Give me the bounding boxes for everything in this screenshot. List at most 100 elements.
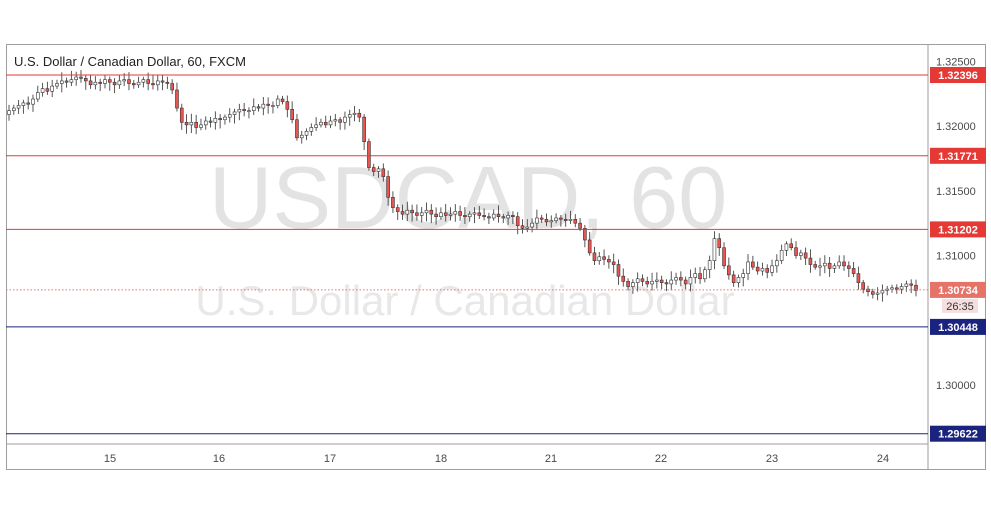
candle-body bbox=[587, 239, 592, 254]
support-level-tag bbox=[930, 318, 986, 335]
x-tick-label: 15 bbox=[104, 453, 116, 465]
candle-body bbox=[583, 228, 587, 241]
candle-body bbox=[515, 216, 520, 227]
candle-body bbox=[160, 80, 165, 83]
candle-body bbox=[170, 83, 174, 91]
candle-body bbox=[352, 112, 357, 115]
candle-body bbox=[899, 286, 904, 290]
resistance-level-tag bbox=[930, 147, 986, 164]
candle-body bbox=[424, 209, 429, 214]
candle-body bbox=[12, 107, 16, 111]
candle-body bbox=[530, 222, 534, 228]
candle-body bbox=[578, 222, 582, 229]
candle-body bbox=[808, 257, 813, 265]
candle-body bbox=[789, 243, 794, 249]
candle-body bbox=[266, 103, 270, 106]
candle-body bbox=[309, 127, 314, 132]
candle-body bbox=[655, 279, 659, 282]
x-tick-label: 24 bbox=[877, 453, 889, 465]
candle-body bbox=[295, 119, 299, 139]
price-axis[interactable]: 1.32500 1.32000 1.31500 1.31000 1.30000 bbox=[936, 57, 976, 392]
candle-body bbox=[107, 79, 112, 83]
candle-body bbox=[155, 80, 160, 86]
candle-body bbox=[184, 122, 189, 126]
candle-body bbox=[31, 98, 35, 105]
chart-frame bbox=[6, 44, 986, 470]
candle-body bbox=[136, 81, 141, 86]
candle-body bbox=[16, 105, 21, 109]
candle-body bbox=[223, 116, 227, 121]
candle-body bbox=[880, 290, 885, 294]
candle-body bbox=[477, 212, 482, 216]
candle-body bbox=[36, 92, 40, 100]
candle-body bbox=[554, 217, 558, 221]
x-tick-label: 23 bbox=[766, 453, 778, 465]
watermark-symbol: USDCAD, 60 bbox=[209, 148, 727, 247]
candle-body bbox=[650, 281, 654, 285]
candle-body bbox=[813, 264, 818, 268]
candle-body bbox=[794, 247, 798, 256]
candle-body bbox=[151, 83, 155, 86]
candle-body bbox=[448, 213, 453, 216]
candle-body bbox=[59, 80, 64, 84]
candle-body bbox=[357, 112, 362, 118]
candle-body bbox=[179, 107, 184, 123]
candle-body bbox=[559, 217, 563, 220]
y-tick-label: 1.31500 bbox=[936, 186, 976, 198]
candle-body bbox=[679, 277, 683, 281]
candle-body bbox=[175, 89, 179, 109]
candle-body bbox=[50, 85, 54, 92]
candle-body bbox=[410, 209, 414, 214]
candle-body bbox=[453, 211, 458, 215]
candle-body bbox=[645, 281, 650, 285]
candle-body bbox=[674, 277, 678, 281]
candle-body bbox=[285, 101, 290, 110]
candle-body bbox=[117, 80, 122, 86]
candle-body bbox=[631, 282, 635, 287]
candle-body bbox=[866, 288, 870, 292]
candle-body bbox=[755, 266, 760, 272]
candle-body bbox=[842, 261, 846, 267]
candle-body bbox=[165, 81, 170, 84]
resistance-level-label: 1.31771 bbox=[938, 151, 978, 163]
candle-body bbox=[770, 265, 774, 273]
candle-body bbox=[698, 273, 702, 280]
candle-body bbox=[803, 252, 808, 259]
candle-body bbox=[463, 215, 467, 217]
candle-body bbox=[482, 215, 486, 217]
candle-body bbox=[549, 220, 554, 223]
candle-body bbox=[419, 212, 424, 216]
candle-body bbox=[731, 274, 736, 283]
candle-body bbox=[506, 215, 510, 219]
x-tick-label: 18 bbox=[435, 453, 447, 465]
current-price-tag bbox=[930, 281, 986, 298]
resistance-level-label: 1.32396 bbox=[938, 70, 978, 82]
x-tick-label: 17 bbox=[324, 453, 336, 465]
x-tick-label: 22 bbox=[655, 453, 667, 465]
candle-body bbox=[467, 213, 472, 218]
candle-body bbox=[434, 213, 438, 218]
candle-body bbox=[501, 216, 506, 219]
candle-body bbox=[251, 106, 256, 111]
candle-body bbox=[131, 83, 136, 86]
candle-body bbox=[314, 124, 318, 128]
candle-body bbox=[727, 265, 731, 276]
chart-title: U.S. Dollar / Canadian Dollar, 60, FXCM bbox=[14, 54, 246, 69]
candle-body bbox=[520, 225, 525, 229]
candle-body bbox=[439, 212, 443, 218]
candle-body bbox=[362, 116, 366, 142]
x-tick-label: 16 bbox=[213, 453, 225, 465]
candle-body bbox=[347, 114, 352, 118]
candle-body bbox=[602, 256, 606, 260]
time-axis[interactable]: 15 16 17 18 21 22 23 24 bbox=[104, 453, 889, 465]
resistance-level-label: 1.31202 bbox=[938, 224, 978, 236]
candle-body bbox=[491, 213, 496, 219]
candle-body bbox=[568, 218, 573, 221]
countdown-tag bbox=[942, 298, 978, 313]
candle-body bbox=[914, 284, 918, 291]
support-level-tag bbox=[930, 425, 986, 442]
candle-body bbox=[237, 109, 242, 113]
candle-body bbox=[607, 259, 611, 263]
candle-body bbox=[851, 268, 856, 274]
